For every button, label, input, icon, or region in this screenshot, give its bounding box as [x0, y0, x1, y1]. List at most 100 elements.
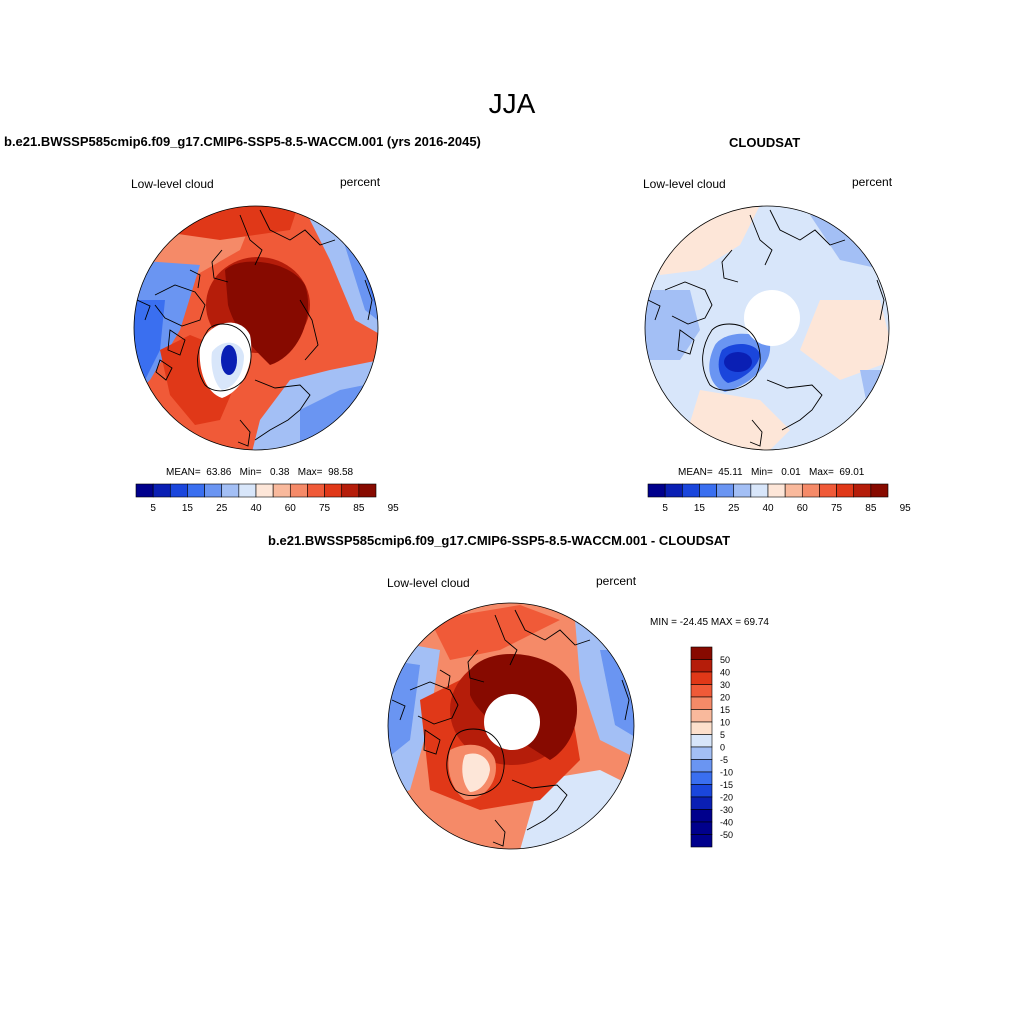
colorbar-tick-label: -40: [720, 818, 733, 828]
colorbar-swatch: [836, 483, 855, 498]
colorbar-swatch: [664, 483, 683, 498]
colorbar-tick-label: 75: [831, 503, 843, 514]
figure-title: JJA: [488, 88, 536, 119]
colorbar-swatch: [853, 483, 872, 498]
colorbar-tick-label: 15: [694, 503, 706, 514]
colorbar-swatch: [690, 771, 713, 785]
colorbar-tick-label: 75: [319, 503, 331, 514]
colorbar-swatch: [272, 483, 291, 498]
colorbar-swatch: [324, 483, 343, 498]
colorbar-swatch: [289, 483, 308, 498]
panel-obs-stats: MEAN= 45.11 Min= 0.01 Max= 69.01: [678, 467, 864, 478]
map-model: [133, 205, 379, 451]
colorbar-swatch: [690, 709, 713, 723]
min-label: Min=: [239, 467, 262, 478]
colorbar-cloudsat: 5 15 25 40 60 75 85 95: [647, 483, 912, 514]
colorbar-swatch: [690, 696, 713, 710]
colorbar-swatch: [135, 483, 154, 498]
colorbar-swatch: [255, 483, 274, 498]
colorbar-tick-label: 5: [662, 503, 668, 514]
colorbar-tick-label: 40: [250, 503, 262, 514]
colorbar-swatch: [221, 483, 240, 498]
colorbar-tick-label: 20: [720, 693, 730, 703]
colorbar-tick-label: -50: [720, 830, 733, 840]
colorbar-tick-label: -20: [720, 793, 733, 803]
colorbar-swatch: [647, 483, 666, 498]
panel-obs-units-label: percent: [852, 175, 893, 189]
colorbar-swatch: [699, 483, 717, 498]
colorbar-tick-label: 60: [797, 503, 809, 514]
mean-value: 63.86: [206, 467, 232, 478]
min-value: 0.38: [269, 467, 290, 478]
colorbar-swatch: [819, 483, 837, 498]
colorbar-swatch: [690, 784, 713, 798]
colorbar-tick-label: 60: [285, 503, 297, 514]
colorbar-swatch: [690, 746, 713, 760]
max-label: Max=: [297, 467, 323, 478]
colorbar-swatch: [341, 483, 360, 498]
colorbar-tick-label: 25: [216, 503, 228, 514]
colorbar-swatch: [690, 821, 713, 835]
panel-diff-variable-label: Low-level cloud: [387, 576, 470, 590]
colorbar-model: 5 15 25 40 60 75 85 95: [135, 483, 400, 514]
panel-model-title: b.e21.BWSSP585cmip6.f09_g17.CMIP6-SSP5-8…: [4, 134, 481, 149]
colorbar-swatch: [204, 483, 223, 498]
colorbar-swatch: [801, 483, 820, 498]
colorbar-tick-label: 50: [720, 655, 730, 665]
colorbar-swatch: [767, 483, 786, 498]
max-label: Max=: [809, 467, 834, 478]
panel-diff-minmax: MIN = -24.45 MAX = 69.74: [650, 617, 769, 628]
colorbar-tick-label: -5: [720, 755, 728, 765]
mean-value: 45.11: [718, 467, 743, 478]
colorbar-swatch: [690, 734, 713, 748]
colorbar-tick-label: 30: [720, 680, 730, 690]
colorbar-swatch: [690, 796, 713, 810]
colorbar-tick-label: 15: [182, 503, 194, 514]
colorbar-swatch: [187, 483, 205, 498]
colorbar-swatch: [690, 759, 713, 773]
colorbar-tick-label: 10: [720, 718, 730, 728]
colorbar-tick-label: 95: [388, 503, 400, 514]
panel-diff-units-label: percent: [596, 574, 637, 588]
colorbar-swatch: [690, 684, 713, 698]
colorbar-tick-label: 85: [865, 503, 877, 514]
mean-label: MEAN=: [166, 467, 201, 478]
colorbar-swatch: [307, 483, 325, 498]
colorbar-tick-label: 15: [720, 705, 730, 715]
colorbar-swatch: [716, 483, 735, 498]
colorbar-tick-label: 5: [720, 730, 725, 740]
colorbar-swatch: [358, 483, 377, 498]
colorbar-swatch: [690, 646, 713, 660]
colorbar-tick-label: 40: [720, 668, 730, 678]
colorbar-tick-label: 85: [353, 503, 365, 514]
colorbar-tick-label: 40: [762, 503, 774, 514]
panel-model-stats: MEAN= 63.86 Min= 0.38 Max= 98.58: [166, 467, 353, 478]
colorbar-tick-label: -10: [720, 768, 733, 778]
colorbar-tick-label: 25: [728, 503, 740, 514]
colorbar-swatch: [690, 721, 713, 735]
colorbar-swatch: [690, 671, 713, 685]
colorbar-tick-label: 5: [150, 503, 156, 514]
colorbar-swatch: [169, 483, 188, 498]
colorbar-tick-label: 95: [900, 503, 912, 514]
colorbar-swatch: [784, 483, 803, 498]
min-label: Min=: [750, 467, 773, 478]
max-value: 98.58: [328, 467, 354, 478]
mean-label: MEAN=: [678, 467, 713, 478]
colorbar-swatch: [750, 483, 769, 498]
min-value: 0.01: [781, 467, 801, 478]
map-difference: [387, 602, 635, 850]
max-value: 69.01: [839, 467, 865, 478]
colorbar-swatch: [681, 483, 700, 498]
colorbar-swatch: [152, 483, 171, 498]
colorbar-tick-label: 0: [720, 743, 725, 753]
colorbar-tick-label: -15: [720, 780, 733, 790]
panel-obs-title: CLOUDSAT: [729, 135, 801, 150]
map-cloudsat: [644, 205, 890, 451]
colorbar-swatch: [733, 483, 752, 498]
panel-model-variable-label: Low-level cloud: [131, 177, 214, 191]
colorbar-tick-label: -30: [720, 805, 733, 815]
colorbar-swatch: [690, 809, 713, 823]
